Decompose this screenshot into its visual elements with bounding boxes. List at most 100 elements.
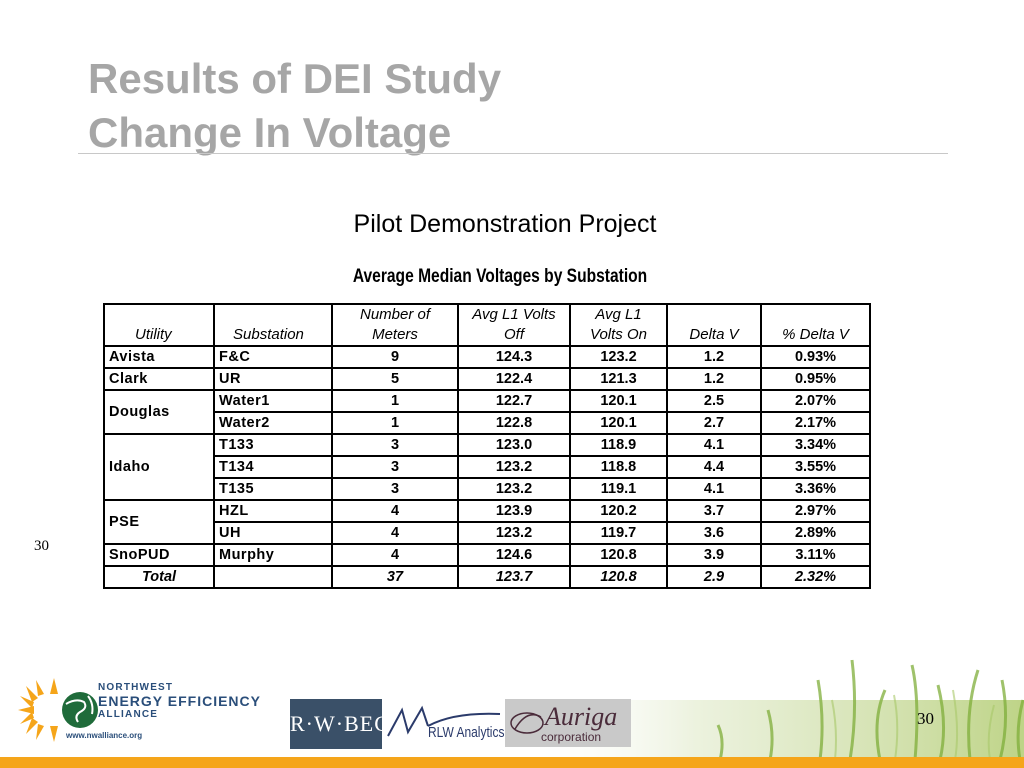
cell-utility: Clark [103,367,215,391]
cell-delta: 4.1 [666,477,762,501]
auriga-name: Auriga [545,702,618,731]
table-row: PSE HZL 4 123.9 120.2 3.7 2.97% [103,499,871,545]
cell-substation: Murphy [213,543,333,567]
cell-pct-delta: 0.95% [760,367,871,391]
cell-substation: Water1 [213,389,333,413]
cell-substation: T135 [213,477,333,501]
cell-utility: Avista [103,345,215,369]
cell-volts-on: 119.1 [569,477,668,501]
rlw-analytics-logo [387,705,501,737]
cell-substation: T134 [213,455,333,479]
auriga-logo [505,699,631,747]
table-row: T135 3 123.2 119.1 4.1 3.36% [104,477,871,501]
cell-substation: UR [213,367,333,391]
cell-delta: 2.5 [666,389,762,413]
slide-subtitle: Pilot Demonstration Project [353,210,657,238]
cell-delta: 4.4 [666,455,762,479]
cell-meters: 4 [331,543,459,567]
nw-line3: ALLIANCE [98,709,159,720]
cell-pct-delta: 2.17% [760,411,871,435]
cell-pct-delta: 3.34% [760,433,871,457]
cell-delta: 2.7 [666,411,762,435]
cell-volts-on: 120.1 [569,411,668,435]
header-utility: Utility [103,303,215,347]
cell-volts-on: 118.9 [569,433,668,457]
cell-total-volts-on: 120.8 [569,565,668,589]
side-page-number: 30 [34,538,49,554]
header-on-l1: Avg L1 [595,306,642,323]
rlw-analytics-name: RLW Analytics [428,724,505,741]
cell-volts-off: 123.0 [457,433,571,457]
header-volts-off: Avg L1 Volts Off [457,303,571,347]
header-off-l1: Avg L1 Volts [472,306,556,323]
auriga-corporation: corporation [541,730,602,744]
cell-utility: PSE [103,499,215,545]
cell-volts-off: 122.8 [457,411,571,435]
cell-delta: 3.9 [666,543,762,567]
cell-utility: Idaho [103,433,215,501]
cell-volts-on: 118.8 [569,455,668,479]
cell-total-meters: 37 [331,565,459,589]
header-volts-on: Avg L1 Volts On [569,303,668,347]
cell-volts-off: 122.4 [457,367,571,391]
cell-volts-on: 123.2 [569,345,668,369]
cell-meters: 3 [331,433,459,457]
rlw-swoosh-icon [387,705,501,737]
sun-icon [18,678,58,742]
cell-volts-off: 123.2 [457,521,571,545]
cell-meters: 3 [331,477,459,501]
cell-volts-on: 120.2 [569,499,668,523]
table-row: SnoPUD Murphy 4 124.6 120.8 3.9 3.11% [103,543,871,567]
header-on-l2: Volts On [590,326,647,343]
rwbeck-logo: R·W·BECK [290,699,406,749]
cell-pct-delta: 3.55% [760,455,871,479]
header-delta: Delta V [666,303,762,347]
cell-delta: 4.1 [666,433,762,457]
header-meters: Number of Meters [331,303,459,347]
cell-meters: 1 [331,411,459,435]
nw-alliance-url: www.nwalliance.org [66,731,143,740]
table-header-row: Utility Substation Number of Meters Avg L… [103,303,871,347]
nw-line2: ENERGY EFFICIENCY [98,693,261,709]
cell-total-substation [213,565,333,589]
cell-substation: F&C [213,345,333,369]
cell-pct-delta: 2.07% [760,389,871,413]
cell-utility: SnoPUD [103,543,215,567]
cell-total-delta: 2.9 [666,565,762,589]
globe-icon [62,692,98,728]
cell-delta: 3.6 [666,521,762,545]
cell-meters: 9 [331,345,459,369]
cell-meters: 3 [331,455,459,479]
footer-accent-bar [0,757,1024,768]
cell-utility: Douglas [103,389,215,435]
cell-volts-off: 124.6 [457,543,571,567]
voltage-table: Utility Substation Number of Meters Avg L… [103,303,871,589]
slide-title-line2: Change In Voltage [88,109,452,156]
cell-total-label: Total [103,565,215,589]
title-divider [78,153,948,154]
table-total-row: Total 37 123.7 120.8 2.9 2.32% [103,565,871,589]
cell-volts-off: 123.9 [457,499,571,523]
slide-title-line1: Results of DEI Study [88,55,502,102]
slide-title: Results of DEI Study Change In Voltage [88,52,501,160]
header-pct-delta: % Delta V [760,303,871,347]
cell-delta: 1.2 [666,367,762,391]
cell-volts-on: 121.3 [569,367,668,391]
nw-alliance-name: NORTHWEST ENERGY EFFICIENCY ALLIANCE [98,682,261,720]
cell-total-pct-delta: 2.32% [760,565,871,589]
cell-meters: 4 [331,521,459,545]
table-row: Idaho T133 3 123.0 118.9 4.1 3.34% [103,433,871,501]
cell-volts-off: 124.3 [457,345,571,369]
header-meters-l2: Meters [372,326,418,343]
nw-alliance-logo [18,678,98,742]
cell-volts-on: 120.1 [569,389,668,413]
table-row: Clark UR 5 122.4 121.3 1.2 0.95% [103,367,871,391]
cell-total-volts-off: 123.7 [457,565,571,589]
header-off-l2: Off [503,326,524,343]
cell-delta: 1.2 [666,345,762,369]
header-substation: Substation [213,303,333,347]
cell-meters: 5 [331,367,459,391]
cell-pct-delta: 3.11% [760,543,871,567]
cell-substation: Water2 [213,411,333,435]
header-meters-l1: Number of [359,306,431,323]
